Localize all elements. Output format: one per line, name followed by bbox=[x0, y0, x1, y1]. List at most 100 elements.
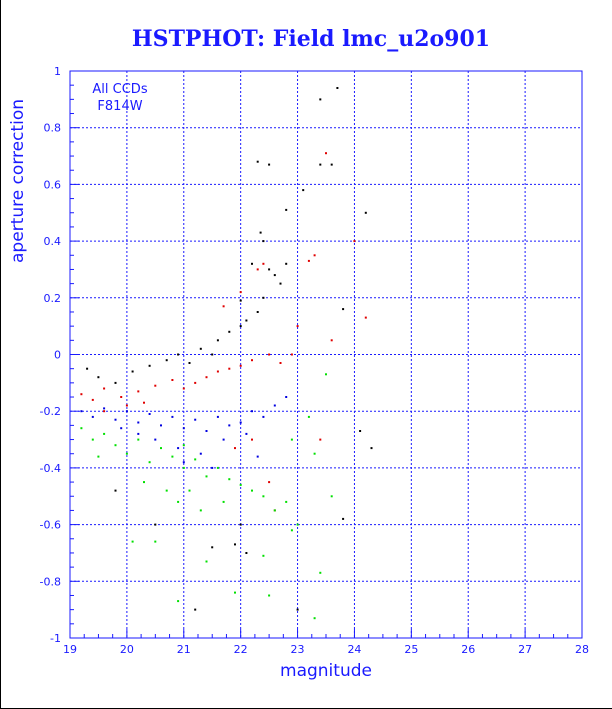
data-point bbox=[194, 458, 197, 461]
data-point bbox=[245, 552, 248, 554]
data-point bbox=[103, 410, 106, 413]
data-point bbox=[273, 404, 276, 407]
data-point bbox=[182, 427, 185, 430]
data-point bbox=[262, 554, 265, 557]
annotation-ccds: All CCDs bbox=[92, 82, 147, 97]
data-point bbox=[336, 87, 339, 89]
data-point bbox=[171, 455, 174, 458]
y-tick-label: 0.2 bbox=[44, 292, 62, 305]
axis-ticks bbox=[69, 70, 583, 639]
data-point bbox=[154, 540, 157, 543]
data-point bbox=[239, 291, 242, 294]
data-point bbox=[177, 447, 180, 450]
data-point bbox=[279, 282, 282, 285]
data-point bbox=[307, 259, 310, 262]
data-point bbox=[285, 500, 288, 503]
data-point bbox=[171, 379, 174, 381]
data-point bbox=[239, 325, 242, 328]
data-point bbox=[313, 254, 316, 257]
data-point bbox=[114, 418, 117, 421]
data-point bbox=[177, 600, 180, 603]
data-point bbox=[330, 495, 333, 498]
data-point bbox=[325, 373, 327, 376]
data-point bbox=[114, 489, 117, 492]
data-point bbox=[256, 311, 259, 313]
data-point bbox=[120, 427, 123, 430]
data-point bbox=[325, 152, 327, 155]
data-point bbox=[251, 410, 253, 413]
x-tick-label: 21 bbox=[177, 643, 191, 656]
data-point bbox=[222, 438, 225, 441]
data-point bbox=[245, 319, 248, 322]
data-point bbox=[259, 231, 262, 234]
data-point bbox=[239, 364, 242, 367]
data-point bbox=[319, 438, 322, 441]
data-point bbox=[245, 432, 248, 435]
y-tick-label: 0 bbox=[54, 349, 61, 362]
data-point bbox=[125, 404, 128, 407]
data-point bbox=[262, 296, 265, 299]
data-point bbox=[256, 268, 259, 271]
data-point bbox=[154, 438, 157, 441]
x-tick-label: 28 bbox=[575, 643, 589, 656]
y-tick-labels: -1 -0.8 -0.6 -0.4 -0.2 0 0.2 0.4 0.6 0.8 1 bbox=[40, 65, 61, 645]
x-tick-labels: 19 20 21 22 23 24 25 26 27 28 bbox=[63, 643, 589, 656]
data-point bbox=[216, 415, 219, 418]
data-point bbox=[302, 189, 305, 192]
data-point bbox=[262, 240, 265, 243]
y-tick-label: -0.8 bbox=[40, 575, 61, 588]
x-tick-label: 27 bbox=[518, 643, 532, 656]
data-point bbox=[80, 393, 83, 396]
data-point bbox=[148, 364, 151, 367]
y-tick-label: 0.8 bbox=[44, 122, 62, 135]
data-point bbox=[296, 325, 299, 328]
data-point bbox=[182, 466, 185, 469]
x-tick-label: 22 bbox=[234, 643, 248, 656]
y-tick-label: -1 bbox=[50, 632, 61, 645]
data-point bbox=[285, 262, 288, 265]
data-point bbox=[268, 353, 271, 356]
data-point bbox=[262, 262, 265, 265]
data-point bbox=[154, 384, 157, 387]
data-point bbox=[234, 447, 236, 450]
data-point bbox=[319, 98, 322, 101]
data-point bbox=[137, 438, 140, 441]
data-point bbox=[234, 543, 236, 546]
data-point bbox=[154, 523, 157, 526]
data-point bbox=[160, 447, 162, 450]
y-tick-label: -0.2 bbox=[40, 405, 61, 418]
data-point bbox=[342, 517, 345, 520]
data-point bbox=[251, 438, 253, 441]
data-point bbox=[268, 163, 271, 166]
data-point bbox=[211, 466, 214, 469]
data-point bbox=[359, 430, 362, 432]
data-point bbox=[86, 367, 89, 370]
x-tick-label: 25 bbox=[404, 643, 418, 656]
data-point bbox=[290, 529, 293, 532]
data-point bbox=[148, 461, 151, 464]
data-point bbox=[313, 452, 316, 455]
data-point bbox=[97, 376, 100, 379]
data-point bbox=[114, 444, 117, 447]
data-point bbox=[165, 489, 168, 492]
y-tick-label: 1 bbox=[54, 65, 61, 78]
data-point bbox=[296, 608, 299, 611]
data-point bbox=[353, 240, 356, 243]
y-tick-label: 0.4 bbox=[44, 235, 62, 248]
x-tick-label: 20 bbox=[120, 643, 134, 656]
data-points bbox=[80, 87, 373, 620]
data-point bbox=[182, 461, 185, 464]
data-point bbox=[256, 160, 259, 163]
x-tick-label: 24 bbox=[347, 643, 361, 656]
data-point bbox=[91, 415, 94, 418]
data-point bbox=[239, 483, 242, 486]
data-point bbox=[364, 316, 367, 319]
data-point bbox=[125, 452, 128, 455]
x-tick-label: 19 bbox=[63, 643, 77, 656]
data-point bbox=[296, 523, 299, 526]
data-point bbox=[319, 163, 322, 166]
data-point bbox=[228, 424, 231, 427]
data-point bbox=[199, 509, 202, 512]
data-point bbox=[171, 415, 174, 418]
data-point bbox=[103, 387, 106, 390]
